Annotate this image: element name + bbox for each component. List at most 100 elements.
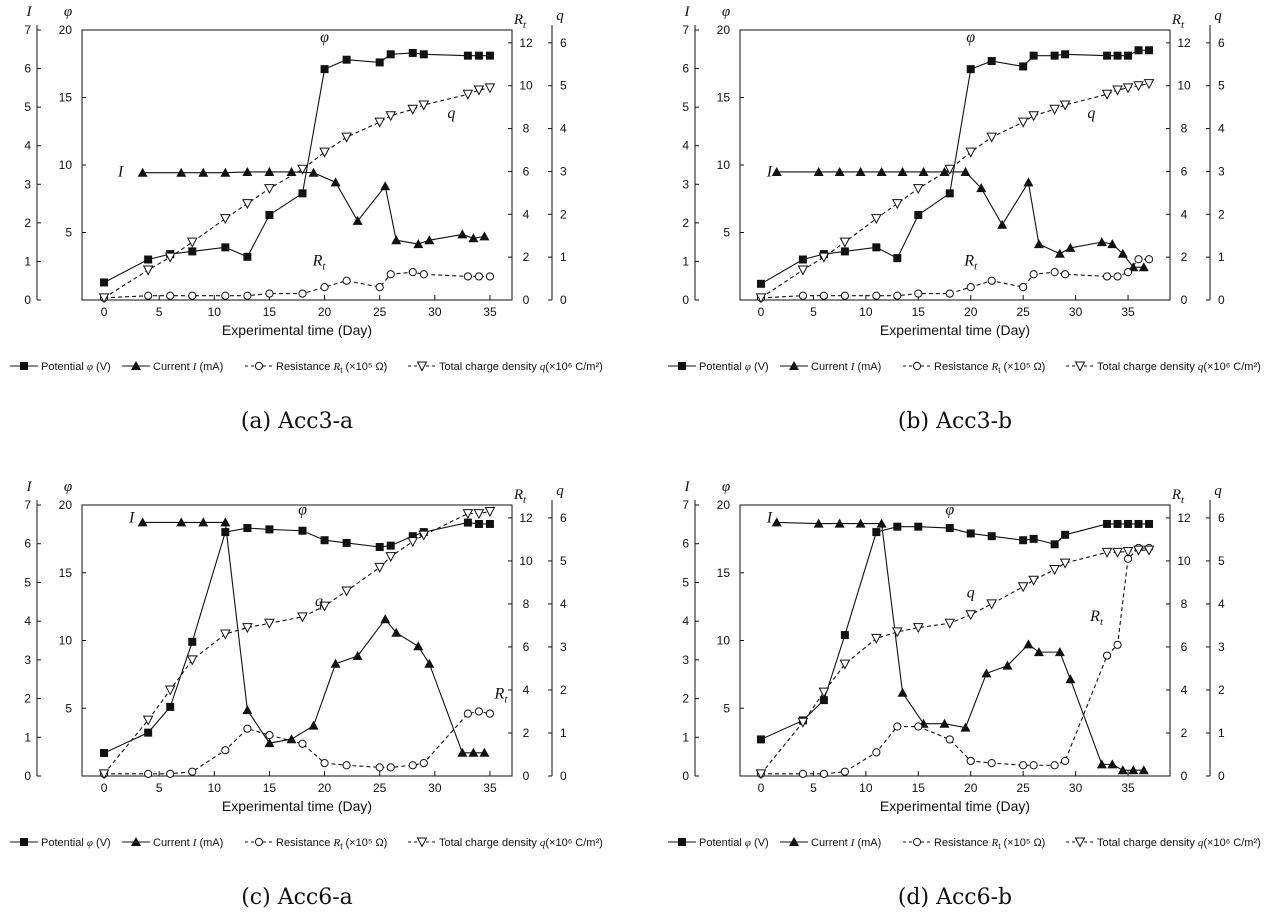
- phi-tick-label: 15: [59, 566, 73, 580]
- data-point-phi: [20, 362, 28, 370]
- data-point-phi: [1029, 51, 1038, 60]
- data-point-i: [220, 517, 231, 527]
- phi-tick-label: 10: [717, 634, 731, 648]
- annotation-main: φ: [298, 501, 307, 518]
- data-point-rt: [408, 761, 417, 770]
- data-point-i: [137, 517, 148, 527]
- data-point-rt: [474, 707, 484, 716]
- rt-tick-label: 6: [523, 640, 530, 654]
- data-point-q: [1112, 547, 1123, 558]
- i-tick-label: 4: [24, 139, 31, 153]
- x-tick-label: 0: [101, 305, 108, 319]
- data-point-q: [1028, 575, 1039, 586]
- data-point-i: [960, 166, 971, 176]
- legend-unit: (V): [751, 837, 769, 849]
- rt-tick-label: 10: [519, 554, 533, 568]
- rt-symbol-sub: t: [523, 19, 527, 31]
- data-point-q: [164, 685, 176, 696]
- data-point-rt: [419, 758, 428, 768]
- data-point-phi: [1113, 519, 1122, 528]
- data-point-q: [98, 293, 110, 304]
- data-point-i: [424, 658, 435, 668]
- rt-tick-label: 8: [523, 597, 530, 611]
- phi-tick-label: 20: [717, 23, 731, 37]
- x-tick-label: 5: [156, 781, 163, 795]
- legend-symbol: I: [850, 837, 856, 849]
- data-point-i: [834, 518, 845, 528]
- data-point-phi: [342, 538, 351, 547]
- data-point-q: [871, 214, 882, 225]
- i-tick-label: 7: [682, 23, 689, 37]
- legend-label-q: Total charge density q(×10⁶ C/m²): [439, 361, 603, 373]
- phi-tick-label: 5: [723, 701, 730, 715]
- data-point-q: [1074, 837, 1086, 848]
- series-line-rt: [104, 271, 490, 299]
- phi-tick-label: 20: [59, 498, 73, 512]
- q-tick-label: 6: [1218, 511, 1225, 525]
- data-point-rt: [243, 724, 252, 733]
- rt-tick-label: 12: [1177, 511, 1191, 525]
- data-point-q: [186, 655, 198, 666]
- q-axis-symbol: q: [1214, 8, 1222, 24]
- legend-label-phi: Potential φ (V): [41, 837, 111, 849]
- data-point-i: [131, 837, 141, 846]
- data-point-q: [164, 252, 176, 263]
- data-point-q: [341, 132, 352, 143]
- data-point-rt: [1123, 268, 1133, 277]
- data-point-rt: [298, 289, 307, 298]
- data-point-phi: [819, 696, 828, 705]
- x-tick-label: 5: [156, 305, 163, 319]
- data-point-q: [1017, 582, 1029, 593]
- data-point-i: [468, 747, 479, 757]
- q-tick-label: 1: [560, 726, 567, 740]
- data-point-q: [1143, 545, 1155, 556]
- annotation-rt: Rt: [963, 253, 978, 273]
- x-tick-label: 20: [318, 305, 332, 319]
- legend-unit: (V): [93, 361, 111, 373]
- q-tick-label: 3: [560, 640, 567, 654]
- q-tick-label: 4: [1218, 597, 1225, 611]
- phi-tick-label: 10: [717, 158, 731, 172]
- rt-tick-label: 8: [1181, 597, 1188, 611]
- data-point-rt: [1019, 283, 1028, 292]
- data-point-rt: [166, 769, 175, 778]
- series-line-q: [103, 87, 491, 299]
- legend-symbol: I: [192, 837, 198, 849]
- legend-sub: t: [998, 842, 1001, 851]
- annotation-main: R: [1089, 608, 1100, 625]
- q-tick-label: 3: [1218, 640, 1225, 654]
- annotation-sub: t: [322, 261, 326, 273]
- data-point-phi: [798, 255, 807, 264]
- phi-axis-symbol: φ: [722, 479, 730, 495]
- legend-label-r: Resistance Rt (×10⁵ Ω): [276, 361, 387, 375]
- x-axis-label: Experimental time (Day): [222, 322, 372, 338]
- annotation-main: q: [967, 584, 975, 601]
- panel-caption: (c) Acc6-a: [241, 885, 353, 910]
- data-point-i: [391, 235, 402, 245]
- data-point-i: [918, 166, 929, 176]
- data-point-i: [330, 177, 341, 187]
- data-point-rt: [419, 270, 428, 279]
- q-tick-label: 5: [560, 554, 567, 568]
- data-point-rt: [1102, 272, 1112, 281]
- i-tick-label: 2: [24, 692, 31, 706]
- rt-tick-label: 4: [1181, 683, 1188, 697]
- x-tick-label: 0: [758, 305, 765, 319]
- q-tick-label: 2: [560, 207, 567, 221]
- data-point-phi: [20, 838, 28, 846]
- annotation-rt: Rt: [494, 686, 509, 706]
- legend-unit: (mA): [854, 837, 881, 849]
- data-point-i: [876, 518, 887, 528]
- data-point-i: [468, 233, 479, 243]
- legend-text: Potential: [41, 361, 87, 373]
- rt-axis-symbol: Rt: [513, 12, 527, 31]
- legend-unit: (mA): [196, 361, 223, 373]
- data-point-q: [1122, 546, 1134, 558]
- data-point-phi: [1134, 46, 1143, 55]
- data-point-i: [131, 361, 141, 370]
- phi-axis-symbol: φ: [64, 479, 72, 495]
- legend-symbol: I: [850, 361, 856, 373]
- data-point-i: [1117, 765, 1128, 775]
- legend-text: Resistance: [276, 361, 333, 373]
- q-tick-label: 0: [560, 293, 567, 307]
